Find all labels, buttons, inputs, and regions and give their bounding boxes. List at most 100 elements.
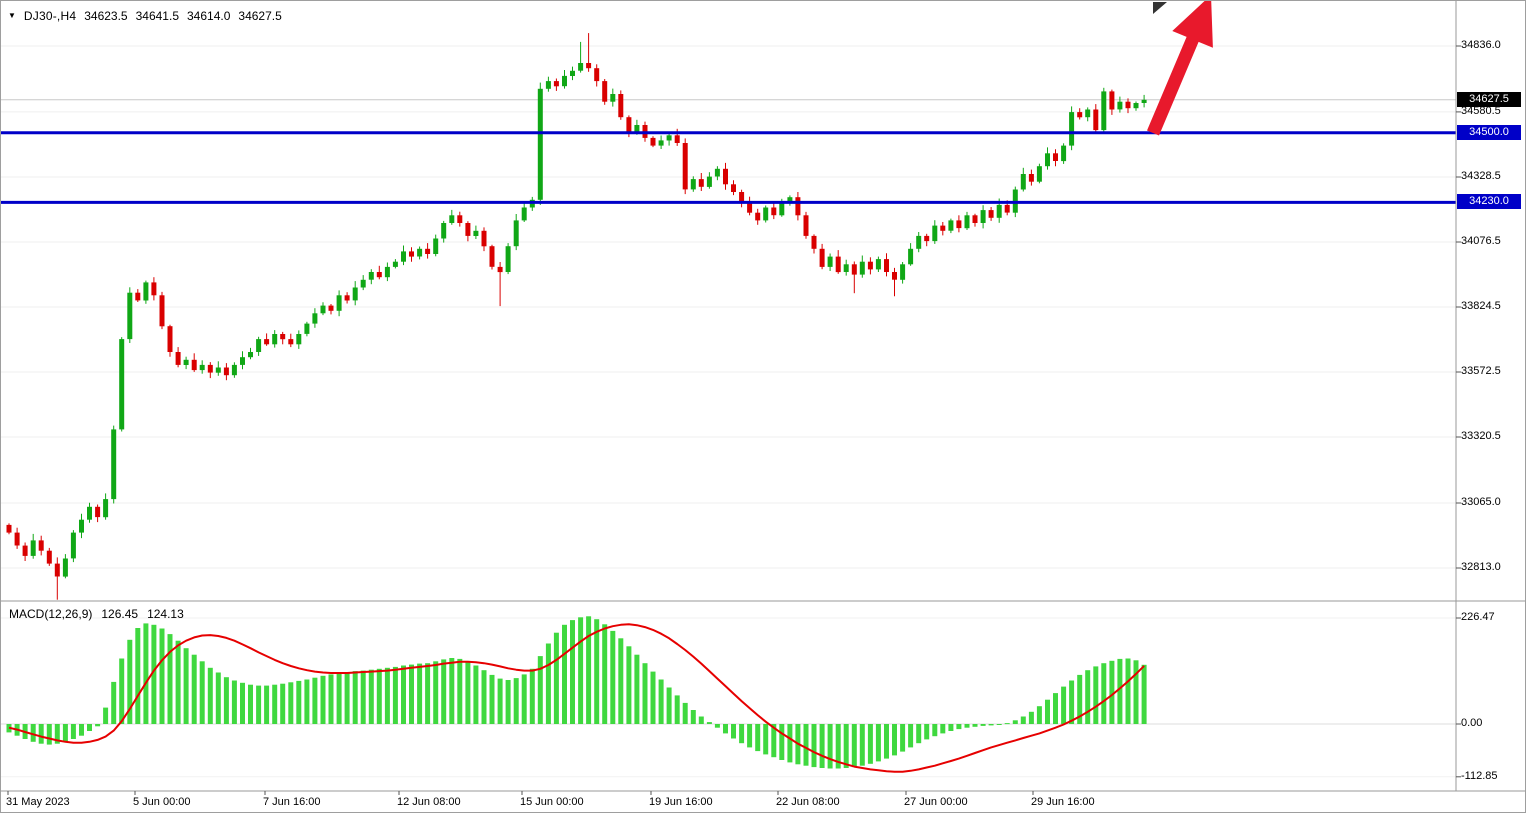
macd-histogram-bar — [723, 724, 728, 734]
macd-axis-label: -112.85 — [1461, 769, 1498, 782]
candle-body — [288, 339, 294, 345]
candle-body — [875, 259, 881, 270]
candle-body — [618, 94, 624, 118]
candle-body — [932, 225, 938, 242]
candle-body — [505, 246, 511, 272]
candle-body — [867, 261, 873, 270]
macd-histogram-bar — [626, 646, 632, 724]
candle-body — [79, 519, 84, 533]
candle-body — [1061, 145, 1067, 162]
candle-body — [1036, 166, 1042, 182]
macd-histogram-bar — [586, 616, 592, 724]
ohlc-high-value: 34641.5 — [135, 9, 179, 23]
macd-histogram-bar — [296, 680, 302, 724]
candle-body — [948, 220, 954, 231]
macd-histogram-bar — [859, 724, 865, 766]
candle-body — [62, 558, 68, 577]
macd-histogram-bar — [1053, 693, 1058, 724]
macd-histogram-bar — [513, 678, 519, 724]
macd-histogram-bar — [376, 668, 382, 724]
candle-body — [425, 248, 431, 254]
candle-body — [513, 220, 519, 247]
macd-histogram-bar — [328, 674, 334, 724]
candle-body — [602, 81, 608, 102]
candle-body — [143, 282, 149, 301]
candle-body — [562, 75, 567, 87]
current-price-tag: 34627.5 — [1457, 91, 1521, 107]
time-axis-label: 5 Jun 00:00 — [133, 796, 191, 808]
candle-body — [119, 339, 125, 430]
macd-histogram-bar — [103, 707, 109, 724]
price-axis-label: 33824.5 — [1461, 300, 1501, 312]
price-axis[interactable]: 34836.0 34580.5 34328.5 34076.5 33824.5 33572… — [1456, 1, 1525, 791]
candle-body — [38, 540, 44, 551]
candle-body — [714, 168, 720, 177]
macd-histogram-bar — [223, 677, 229, 724]
macd-indicator-header: MACD(12,26,9) 126.45 124.13 — [9, 607, 184, 621]
candle-body — [674, 135, 680, 143]
candle-body — [449, 215, 455, 223]
candle-body — [409, 251, 414, 257]
macd-histogram-bar — [529, 668, 535, 724]
symbol-dropdown-icon[interactable]: ▼ — [8, 11, 16, 20]
macd-histogram-bar — [70, 724, 76, 739]
price-axis-label: 33320.5 — [1461, 430, 1501, 443]
macd-axis-label: 226.47 — [1461, 611, 1495, 623]
candle-body — [103, 499, 109, 518]
candle-body — [280, 334, 286, 340]
candle-body — [46, 550, 52, 564]
macd-histogram-bar — [344, 672, 350, 724]
macd-histogram-bar — [690, 710, 696, 724]
chart-header: ▼ DJ30-,H4 34623.5 34641.5 34614.0 34627… — [8, 9, 282, 23]
macd-histogram-bar — [159, 628, 165, 724]
candle-body — [964, 215, 970, 229]
macd-histogram-bar — [360, 670, 366, 724]
candle-body — [465, 223, 471, 236]
candle-body — [457, 215, 463, 223]
trend-arrow[interactable] — [1147, 1, 1213, 136]
candle-body — [1020, 174, 1026, 190]
candle-body — [739, 192, 745, 203]
candle-body — [755, 212, 761, 221]
candle-body — [312, 313, 318, 324]
macd-histogram-bar — [932, 724, 938, 737]
macd-histogram-bar — [698, 716, 704, 724]
macd-histogram-bar — [1093, 666, 1099, 724]
macd-histogram-bar — [875, 724, 881, 762]
macd-histogram-bar — [497, 678, 503, 724]
macd-histogram-bar — [167, 634, 173, 724]
candle-body — [940, 225, 946, 231]
candle-body — [151, 282, 157, 296]
candle-body — [908, 248, 914, 265]
macd-histogram-bar — [570, 620, 575, 724]
macd-histogram-bar — [46, 724, 52, 745]
macd-histogram-bar — [1133, 660, 1139, 724]
candle-body — [763, 207, 769, 221]
candle-body — [706, 176, 712, 187]
macd-histogram-bar — [336, 673, 342, 724]
price-axis-label: 33065.0 — [1461, 495, 1501, 508]
macd-histogram-bar — [521, 674, 527, 724]
candle-body — [328, 305, 334, 311]
macd-histogram-bar — [771, 724, 777, 758]
macd-histogram-bar — [312, 677, 318, 724]
candle-body — [634, 125, 640, 133]
macd-histogram-bar — [843, 724, 849, 768]
time-axis-label: 29 Jun 16:00 — [1031, 796, 1095, 808]
candle-body — [481, 230, 487, 247]
macd-histogram-bar — [948, 724, 954, 731]
candle-body — [811, 235, 817, 249]
macd-histogram-bar — [87, 724, 92, 731]
macd-histogram-bar — [256, 685, 262, 724]
macd-histogram-bar — [320, 675, 326, 724]
candle-body — [1117, 101, 1123, 110]
macd-histogram-bar — [1020, 716, 1026, 724]
macd-histogram-bar — [199, 661, 205, 724]
macd-histogram-bar — [111, 681, 117, 724]
macd-histogram-bar — [425, 663, 431, 724]
time-axis[interactable]: 31 May 2023 5 Jun 00:00 7 Jun 16:00 12 Jun … — [1, 792, 1525, 812]
macd-histogram-bar — [489, 674, 495, 724]
candle-body — [1069, 112, 1075, 146]
